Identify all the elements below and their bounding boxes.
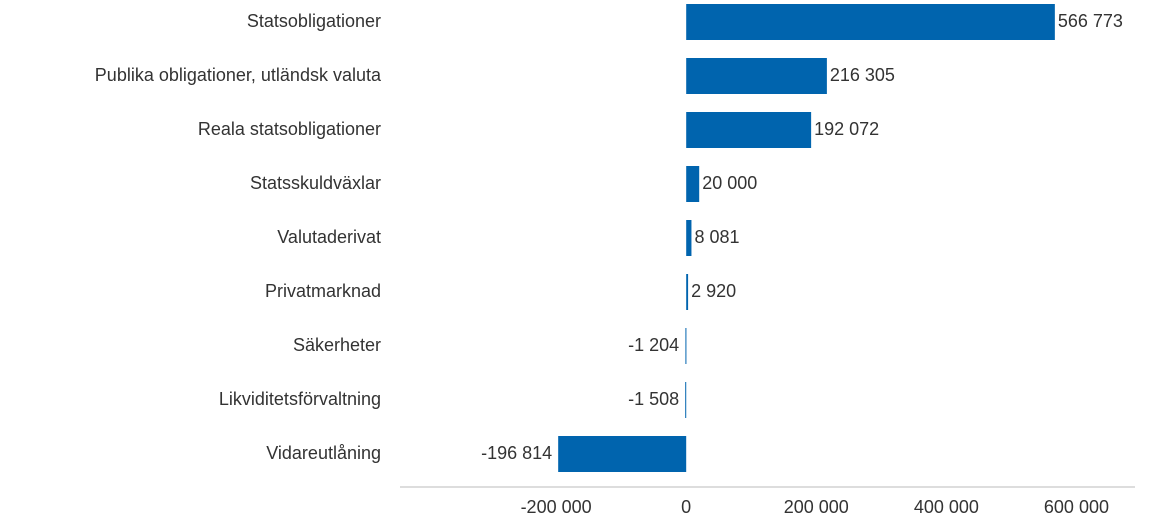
bar	[686, 274, 689, 310]
value-label: 2 920	[691, 281, 736, 301]
y-tick-label: Säkerheter	[293, 335, 381, 355]
bar	[686, 220, 692, 256]
value-label: -1 508	[628, 389, 679, 409]
bar	[686, 112, 812, 148]
x-tick-label: 0	[681, 497, 691, 517]
value-label: 566 773	[1058, 11, 1123, 31]
x-tick-label: 400 000	[914, 497, 979, 517]
value-label: 216 305	[830, 65, 895, 85]
value-label: 192 072	[814, 119, 879, 139]
y-tick-label: Privatmarknad	[265, 281, 381, 301]
bar	[686, 58, 827, 94]
value-label: -1 204	[628, 335, 679, 355]
y-tick-label: Vidareutlåning	[266, 443, 381, 463]
y-tick-label: Valutaderivat	[277, 227, 381, 247]
bar	[685, 328, 687, 364]
y-tick-label: Statsskuldväxlar	[250, 173, 381, 193]
y-tick-label: Reala statsobligationer	[198, 119, 381, 139]
bar	[558, 436, 687, 472]
value-label: 20 000	[702, 173, 757, 193]
value-label: -196 814	[481, 443, 552, 463]
y-tick-label: Statsobligationer	[247, 11, 381, 31]
y-tick-label: Publika obligationer, utländsk valuta	[95, 65, 382, 85]
bar	[686, 166, 700, 202]
x-tick-label: -200 000	[521, 497, 592, 517]
y-tick-label: Likviditetsförvaltning	[219, 389, 381, 409]
bar	[686, 4, 1055, 40]
value-label: 8 081	[694, 227, 739, 247]
bar	[685, 382, 687, 418]
x-tick-label: 600 000	[1044, 497, 1109, 517]
x-tick-label: 200 000	[784, 497, 849, 517]
